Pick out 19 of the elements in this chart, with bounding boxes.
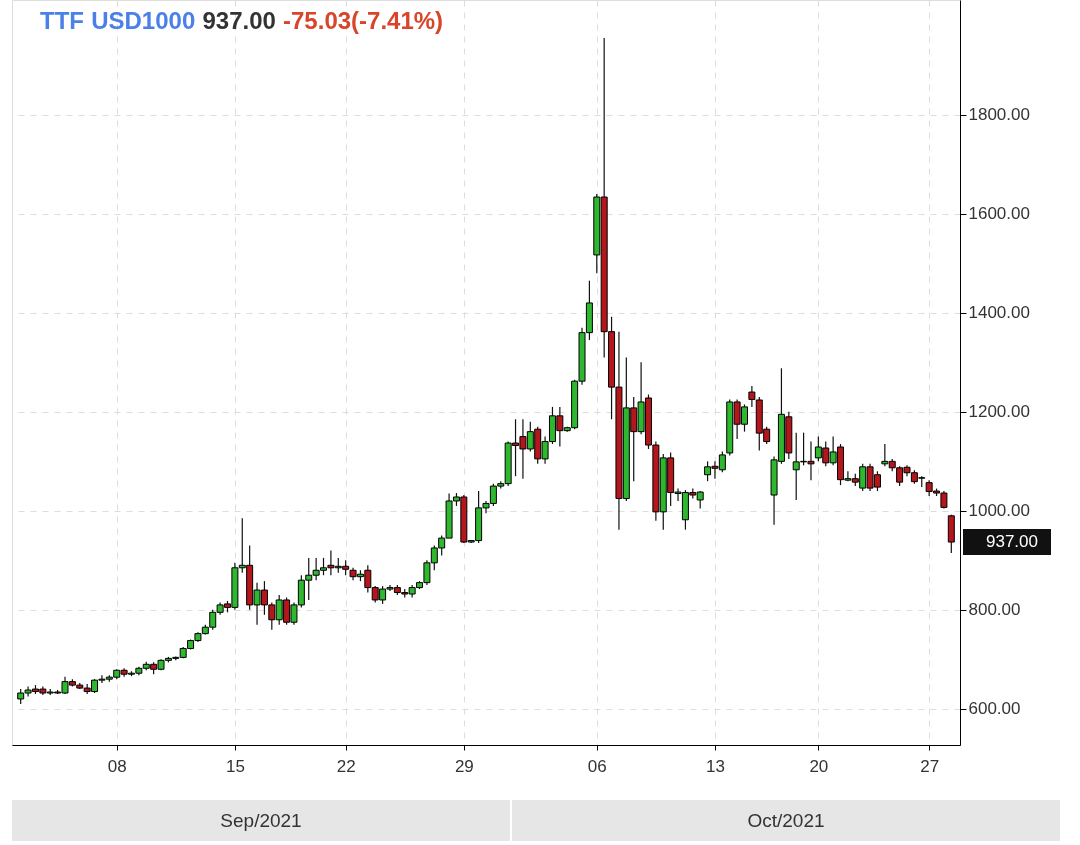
x-tick-label: 08 bbox=[107, 756, 127, 776]
x-tick-label: 27 bbox=[920, 756, 940, 776]
y-tick-label: 1400.00 bbox=[968, 303, 1030, 323]
text: Sep/2021 bbox=[220, 810, 302, 831]
text: 937.00 bbox=[986, 532, 1038, 552]
x-tick-label: 22 bbox=[336, 756, 356, 776]
chart-title: TTF USD1000 937.00 -75.03(-7.41%) bbox=[40, 7, 444, 34]
y-tick-label: 1000.00 bbox=[968, 501, 1030, 521]
y-tick-label: 1200.00 bbox=[968, 402, 1030, 422]
x-tick-label: 15 bbox=[225, 756, 245, 776]
x-tick-label: 29 bbox=[454, 756, 474, 776]
y-tick-label: 800.00 bbox=[968, 600, 1021, 620]
text: Oct/2021 bbox=[747, 810, 825, 831]
y-tick-label: 600.00 bbox=[968, 699, 1021, 719]
y-tick-label: 1800.00 bbox=[968, 105, 1030, 125]
x-tick-label: 06 bbox=[587, 756, 607, 776]
x-tick-label: 20 bbox=[809, 756, 829, 776]
x-tick-label: 13 bbox=[706, 756, 725, 776]
y-tick-label: 1600.00 bbox=[968, 204, 1030, 224]
